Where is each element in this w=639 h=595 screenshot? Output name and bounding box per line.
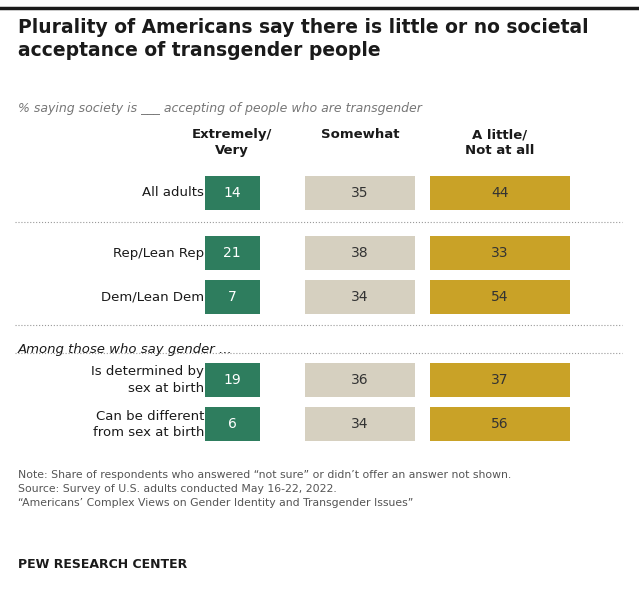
FancyBboxPatch shape: [204, 363, 259, 397]
Text: Somewhat: Somewhat: [321, 128, 399, 141]
Text: 54: 54: [491, 290, 509, 304]
Text: Extremely/
Very: Extremely/ Very: [192, 128, 272, 157]
Text: Plurality of Americans say there is little or no societal
acceptance of transgen: Plurality of Americans say there is litt…: [18, 18, 589, 60]
Text: Note: Share of respondents who answered “not sure” or didn’t offer an answer not: Note: Share of respondents who answered …: [18, 470, 511, 508]
Text: Among those who say gender ...: Among those who say gender ...: [18, 343, 233, 356]
Text: All adults: All adults: [142, 186, 204, 199]
Text: A little/
Not at all: A little/ Not at all: [465, 128, 535, 157]
Text: Is determined by
sex at birth: Is determined by sex at birth: [91, 365, 204, 394]
Text: 19: 19: [223, 373, 241, 387]
FancyBboxPatch shape: [204, 236, 259, 270]
FancyBboxPatch shape: [305, 363, 415, 397]
FancyBboxPatch shape: [305, 280, 415, 314]
Text: 6: 6: [227, 417, 236, 431]
Text: 36: 36: [351, 373, 369, 387]
Text: Dem/Lean Dem: Dem/Lean Dem: [101, 290, 204, 303]
Text: PEW RESEARCH CENTER: PEW RESEARCH CENTER: [18, 558, 187, 571]
Text: 34: 34: [351, 417, 369, 431]
Text: 44: 44: [491, 186, 509, 200]
FancyBboxPatch shape: [204, 280, 259, 314]
FancyBboxPatch shape: [430, 236, 570, 270]
FancyBboxPatch shape: [305, 407, 415, 441]
Text: 37: 37: [491, 373, 509, 387]
Text: 35: 35: [351, 186, 369, 200]
FancyBboxPatch shape: [430, 363, 570, 397]
Text: 14: 14: [223, 186, 241, 200]
Text: 21: 21: [223, 246, 241, 260]
Text: 38: 38: [351, 246, 369, 260]
FancyBboxPatch shape: [430, 407, 570, 441]
Text: 7: 7: [227, 290, 236, 304]
FancyBboxPatch shape: [204, 176, 259, 210]
Text: % saying society is ___ accepting of people who are transgender: % saying society is ___ accepting of peo…: [18, 102, 422, 115]
Text: 56: 56: [491, 417, 509, 431]
Text: 33: 33: [491, 246, 509, 260]
FancyBboxPatch shape: [430, 176, 570, 210]
Text: Rep/Lean Rep: Rep/Lean Rep: [113, 246, 204, 259]
FancyBboxPatch shape: [204, 407, 259, 441]
FancyBboxPatch shape: [305, 236, 415, 270]
FancyBboxPatch shape: [305, 176, 415, 210]
FancyBboxPatch shape: [430, 280, 570, 314]
Text: Can be different
from sex at birth: Can be different from sex at birth: [93, 409, 204, 439]
Text: 34: 34: [351, 290, 369, 304]
